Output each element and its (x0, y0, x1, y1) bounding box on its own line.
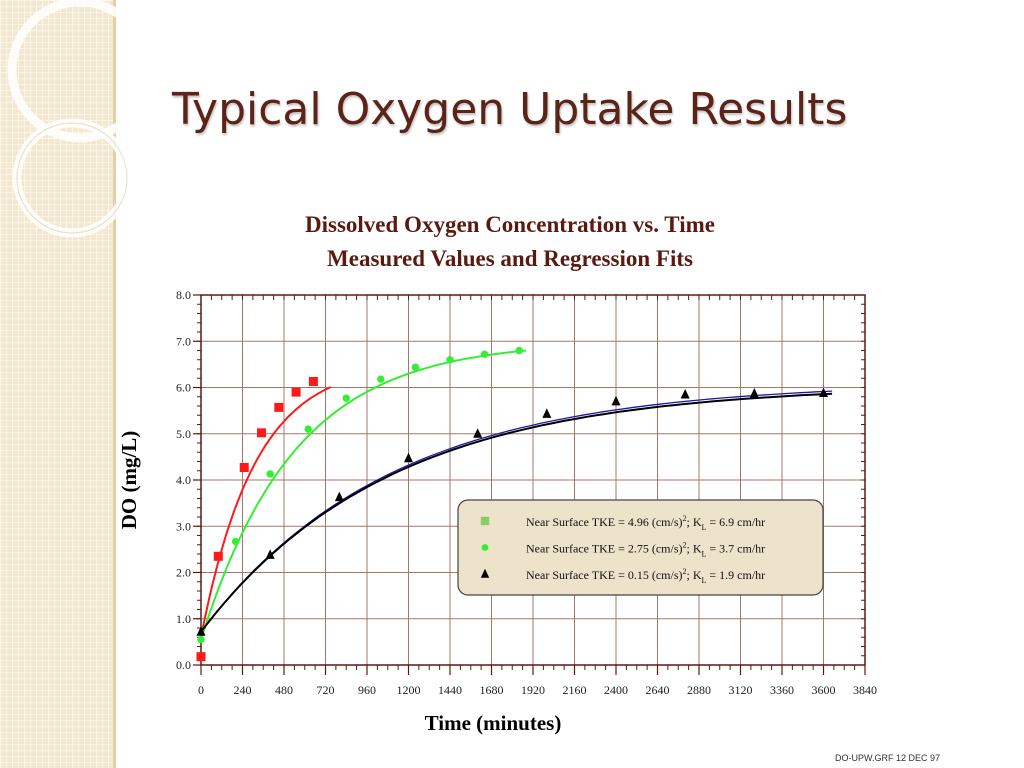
x-tick-label: 2160 (563, 683, 587, 697)
x-tick-label: 2880 (687, 683, 711, 697)
series-3-point (749, 388, 759, 398)
legend-marker-3 (480, 568, 490, 578)
y-tick-label: 6.0 (176, 381, 191, 395)
y-tick-labels: 0.0 1.0 2.0 3.0 4.0 5.0 6.0 7.0 8.0 (176, 288, 191, 672)
y-tick-label: 3.0 (176, 519, 191, 533)
series-1-point (239, 463, 249, 473)
plot-frame (200, 294, 866, 666)
series-2-point (515, 346, 523, 355)
series-1-point (257, 428, 267, 438)
minor-ticks (197, 294, 866, 670)
chart-title: Dissolved Oxygen Concentration vs. Time (305, 212, 715, 237)
x-tick-label: 3600 (812, 683, 836, 697)
chart-title-block: Dissolved Oxygen Concentration vs. Time … (160, 208, 860, 276)
y-tick-label: 8.0 (176, 288, 191, 302)
series-1 (196, 376, 332, 662)
x-tick-labels: 0 240 480 720 960 1200 1440 1680 1920 2160 2400 264… (198, 683, 877, 697)
chart-subtitle: Measured Values and Regression Fits (327, 246, 693, 271)
x-tick-label: 720 (317, 683, 335, 697)
series-2 (197, 346, 527, 644)
y-tick-label: 0.0 (176, 658, 191, 672)
series-1-point (196, 652, 206, 662)
legend-marker-2 (481, 544, 489, 551)
legend-entry-1: Near Surface TKE = 4.96 (cm/s)2; KL = 6.… (526, 514, 765, 532)
series-2-point (266, 470, 274, 478)
legend-entry-2: Near Surface TKE = 2.75 (cm/s)2; KL = 3.… (526, 541, 765, 559)
legend-marker-1 (480, 516, 490, 526)
series-1-point (213, 551, 223, 561)
series-3-point (680, 388, 690, 399)
slide-title: Typical Oxygen Uptake Results (172, 84, 848, 135)
y-tick-label: 1.0 (176, 612, 191, 626)
series-3-point (196, 626, 206, 636)
series-2-point (411, 363, 420, 371)
series-3-point (819, 387, 828, 398)
series-3 (196, 387, 833, 636)
series-2-point (480, 350, 489, 358)
x-tick-label: 2640 (646, 683, 670, 697)
x-tick-label: 1680 (480, 683, 504, 697)
series-layer (196, 346, 833, 662)
x-tick-label: 480 (275, 683, 293, 697)
series-1-fit-line (200, 386, 332, 638)
series-3-point (404, 452, 413, 463)
series-1-point (291, 387, 301, 397)
series-3-fit-line (200, 392, 833, 633)
y-axis-label: DO (mg/L) (117, 431, 141, 530)
y-tick-label: 7.0 (176, 334, 191, 348)
series-2-point (446, 356, 454, 364)
y-tick-label: 2.0 (176, 566, 191, 580)
y-tick-label: 5.0 (176, 427, 191, 441)
series-2-point (377, 375, 385, 383)
x-tick-label: 1440 (438, 683, 462, 697)
series-2-point (231, 537, 240, 546)
x-tick-label: 3840 (853, 683, 877, 697)
series-2-fit-line (200, 349, 527, 640)
legend: Near Surface TKE = 4.96 (cm/s)2; KL = 6.… (457, 499, 824, 596)
x-tick-label: 3360 (770, 683, 794, 697)
decorative-rings (7, 0, 153, 238)
x-tick-label: 0 (198, 683, 204, 697)
chart-grid (193, 294, 866, 675)
series-3-point (473, 428, 483, 438)
x-tick-label: 3120 (729, 683, 753, 697)
series-3-point (542, 408, 552, 418)
series-3-point (265, 549, 275, 559)
y-tick-label: 4.0 (176, 473, 191, 487)
series-3-point (611, 395, 621, 406)
side-strip-edge (113, 0, 116, 768)
series-1-point (274, 402, 284, 412)
x-tick-label: 240 (234, 683, 252, 697)
x-tick-label: 1920 (521, 683, 545, 697)
series-2-point (304, 425, 312, 433)
x-tick-label: 2400 (604, 683, 628, 697)
series-2-point (197, 635, 205, 644)
x-axis-label: Time (minutes) (425, 711, 562, 735)
series-1-point (308, 376, 318, 386)
x-tick-label: 1200 (397, 683, 421, 697)
legend-entry-3: Near Surface TKE = 0.15 (cm/s)2; KL = 1.… (526, 567, 765, 585)
x-tick-label: 960 (358, 683, 376, 697)
series-3-point (334, 491, 344, 502)
series-2-point (342, 394, 350, 402)
legend-box (457, 499, 824, 596)
slide-footer: DO-UPW.GRF 12 DEC 97 (834, 753, 940, 763)
